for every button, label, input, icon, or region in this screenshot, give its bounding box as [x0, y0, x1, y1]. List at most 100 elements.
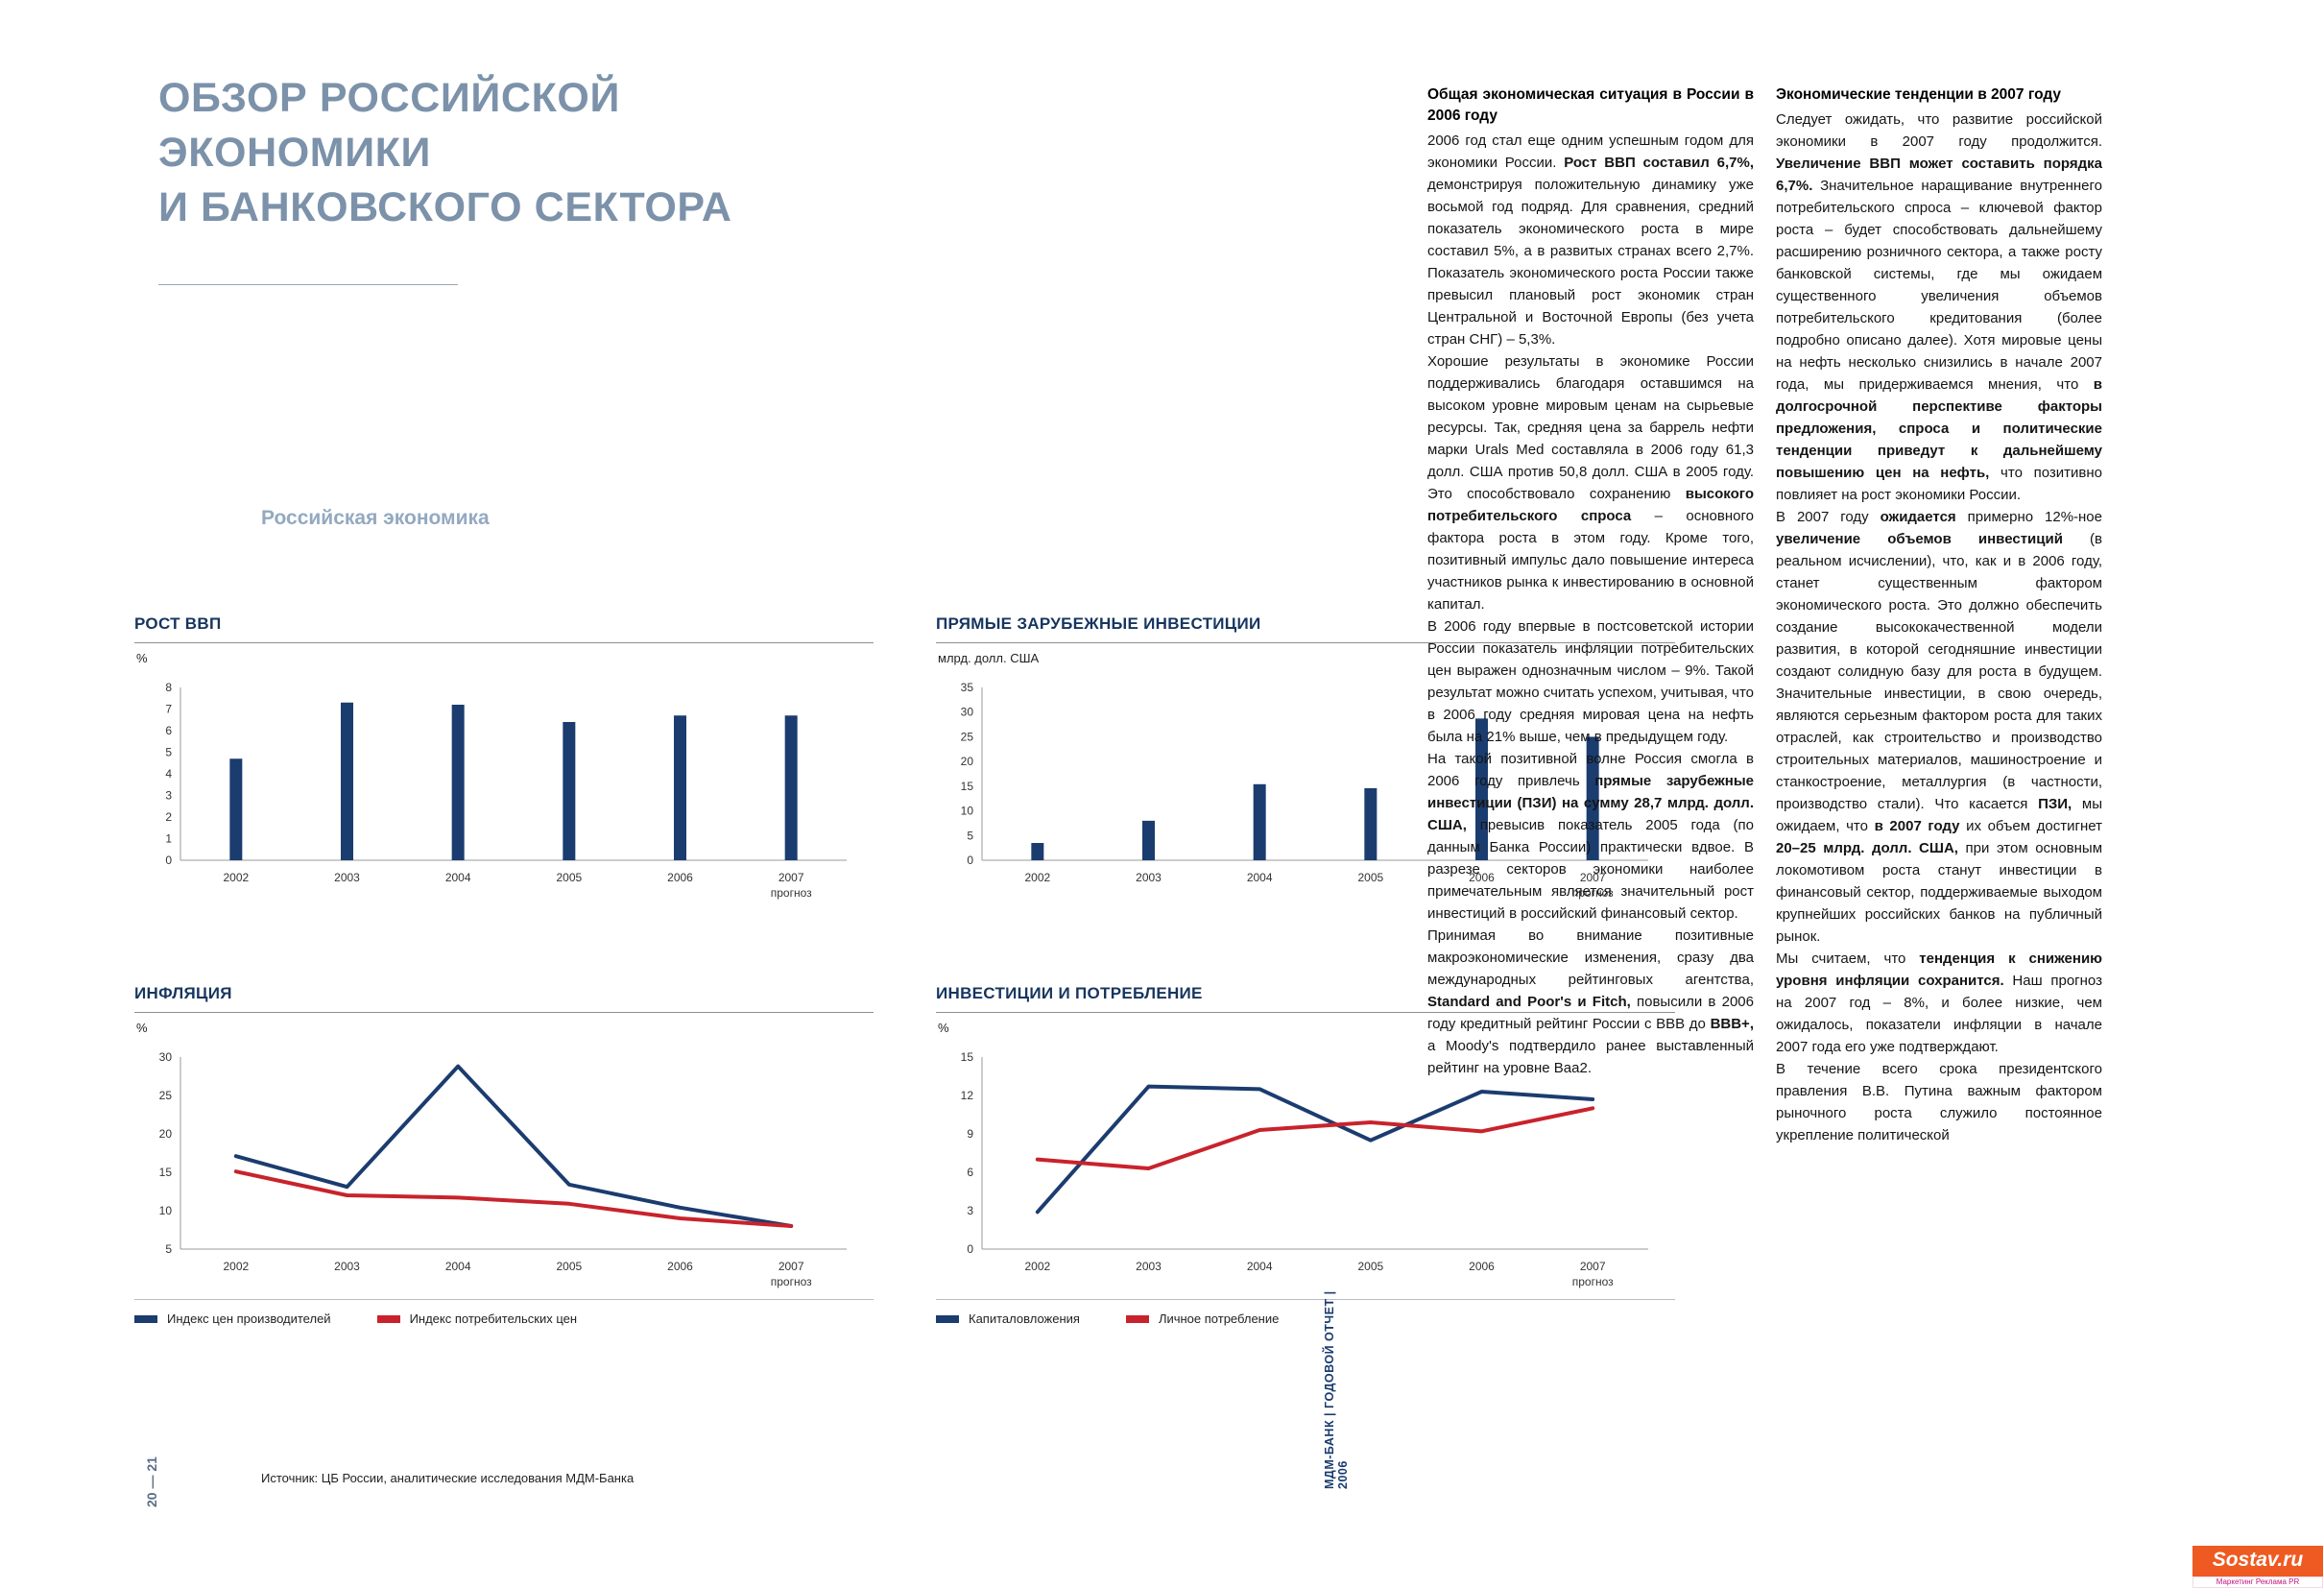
article-paragraph: Мы считаем, что тенденция к снижению уро…	[1776, 950, 2102, 1055]
bar	[563, 722, 576, 860]
article-paragraph: Следует ожидать, что развитие российской…	[1776, 111, 2102, 503]
svg-text:20: 20	[961, 755, 974, 768]
svg-text:4: 4	[165, 767, 172, 781]
article-paragraph: В 2007 году ожидается примерно 12%-ное у…	[1776, 509, 2103, 945]
svg-text:2005: 2005	[556, 871, 582, 884]
legend-swatch	[376, 1314, 400, 1323]
series-line	[1035, 1106, 1595, 1170]
bar	[1364, 787, 1378, 860]
svg-text:%: %	[136, 651, 148, 665]
article-body: Следует ожидать, что развитие российской…	[1776, 108, 2102, 1146]
bar	[341, 702, 353, 860]
chart-gdp-growth: РОСТ ВВП % 0 1 2 3 4 5 6 7 8 2002 2003 2004 2005 2006 2…	[134, 614, 874, 908]
article-economic-situation-2006: Общая экономическая ситуация в России в …	[1427, 84, 1754, 1079]
bar	[1031, 843, 1044, 860]
svg-text:2006: 2006	[667, 871, 693, 884]
chart-title: РОСТ ВВП	[134, 614, 874, 643]
article-body: 2006 год стал еще одним успешным годом д…	[1427, 130, 1754, 1079]
sostav-tagline: Маркетинг Реклама PR	[2192, 1576, 2323, 1588]
svg-text:15: 15	[961, 780, 974, 793]
bar	[1475, 718, 1488, 860]
article-paragraph: Принимая во внимание позитивные макроэко…	[1427, 927, 1754, 1076]
page-title: ОБЗОР РОССИЙСКОЙ ЭКОНОМИКИ И БАНКОВСКОГО…	[158, 71, 732, 235]
bars	[229, 702, 798, 860]
chart-canvas: % 5 10 15 20 25 30 2002 2003 2004 2005 2006 2007 прог…	[136, 1021, 847, 1288]
svg-text:8: 8	[165, 681, 172, 694]
legend-label: Индекс потребительских цен	[409, 1311, 578, 1326]
chart-canvas: % 0 3 6 9 12 15 2002 2003 2004 2005 2006 2007 прогноз	[938, 1021, 1648, 1288]
svg-text:2004: 2004	[445, 1260, 471, 1273]
bar	[1586, 736, 1599, 860]
legend-label: Личное потребление	[1158, 1311, 1280, 1326]
svg-text:2007: 2007	[779, 1260, 804, 1273]
svg-text:2002: 2002	[1024, 1260, 1050, 1273]
svg-text:7: 7	[165, 703, 172, 716]
svg-text:3: 3	[165, 789, 172, 803]
svg-text:0: 0	[967, 1242, 973, 1256]
svg-text:0: 0	[165, 854, 172, 867]
legend-item: Личное потребление	[1125, 1311, 1280, 1326]
chart-inflation: ИНФЛЯЦИЯ % 5 10 15 20 25 30 2002 2003 2004 2005 200…	[134, 984, 874, 1326]
svg-text:2005: 2005	[556, 1260, 582, 1273]
article-paragraph: На такой позитивной волне Россия смогла …	[1427, 751, 1754, 922]
article-economic-trends-2007: Экономические тенденции в 2007 году След…	[1776, 84, 2102, 1146]
chart-title: ПРЯМЫЕ ЗАРУБЕЖНЫЕ ИНВЕСТИЦИИ	[936, 614, 1675, 643]
svg-text:5: 5	[165, 1242, 172, 1256]
svg-text:2003: 2003	[334, 871, 360, 884]
bar	[1253, 783, 1266, 860]
svg-text:2002: 2002	[223, 1260, 249, 1273]
article-heading: Экономические тенденции в 2007 году	[1776, 86, 2061, 103]
chart-title: ИНФЛЯЦИЯ	[134, 984, 874, 1013]
bar	[1142, 820, 1155, 860]
svg-text:2004: 2004	[1247, 871, 1273, 884]
page-numbers: 20 — 21	[144, 1456, 159, 1507]
chart-canvas: % 0 1 2 3 4 5 6 7 8 2002 2003 2004 2005 2006 2007 прогно…	[136, 651, 847, 900]
svg-text:2003: 2003	[1136, 871, 1162, 884]
article-heading: Общая экономическая ситуация в России в …	[1427, 86, 1754, 124]
svg-text:2003: 2003	[1136, 1260, 1162, 1273]
chart-fdi: ПРЯМЫЕ ЗАРУБЕЖНЫЕ ИНВЕСТИЦИИ млрд. долл.…	[936, 614, 1675, 908]
svg-text:30: 30	[961, 706, 974, 719]
series-line	[233, 1169, 794, 1228]
legend-item: Капиталовложения	[936, 1311, 1080, 1326]
svg-text:10: 10	[961, 805, 974, 818]
svg-text:5: 5	[967, 829, 973, 842]
svg-text:2007: 2007	[779, 871, 804, 884]
svg-text:2005: 2005	[1357, 1260, 1383, 1273]
legend-item: Индекс потребительских цен	[376, 1311, 578, 1326]
svg-text:0: 0	[967, 854, 973, 867]
page-title-line: ОБЗОР РОССИЙСКОЙ	[158, 75, 620, 121]
svg-text:35: 35	[961, 681, 974, 694]
page-title-line: ЭКОНОМИКИ	[158, 130, 432, 176]
legend-swatch	[936, 1314, 959, 1323]
svg-text:2005: 2005	[1357, 871, 1383, 884]
chart-canvas: млрд. долл. США 0 5 10 15 20 25 30 35 2002 2003 200…	[938, 651, 1648, 900]
svg-text:25: 25	[961, 730, 974, 743]
svg-text:прогноз: прогноз	[1572, 1275, 1614, 1288]
sostav-logo[interactable]: Sostav.ru	[2192, 1546, 2323, 1576]
bar	[674, 715, 686, 860]
bars	[1031, 718, 1599, 860]
svg-text:20: 20	[159, 1127, 173, 1141]
page-title-line: И БАНКОВСКОГО СЕКТОРА	[158, 184, 732, 230]
svg-text:5: 5	[165, 746, 172, 759]
chart-investment-consumption: ИНВЕСТИЦИИ И ПОТРЕБЛЕНИЕ % 0 3 6 9 12 15 2002 20…	[936, 984, 1675, 1326]
svg-text:млрд. долл. США: млрд. долл. США	[938, 651, 1039, 665]
chart-title: ИНВЕСТИЦИИ И ПОТРЕБЛЕНИЕ	[936, 984, 1675, 1013]
section-title: Российская экономика	[261, 507, 490, 529]
sostav-watermark[interactable]: Sostav.ru Маркетинг Реклама PR	[2192, 1546, 2323, 1588]
svg-text:2007: 2007	[1580, 1260, 1606, 1273]
svg-text:1: 1	[165, 832, 172, 846]
series-line	[1035, 1084, 1595, 1215]
chart-legend: Капиталовложения Личное потребление	[936, 1299, 1675, 1326]
legend-swatch	[134, 1314, 157, 1323]
spine-text: МДМ-БАНК | ГОДОВОЙ ОТЧЕТ | 2006	[1323, 1290, 1350, 1489]
legend-label: Капиталовложения	[969, 1311, 1080, 1326]
svg-text:%: %	[136, 1021, 148, 1035]
svg-text:2004: 2004	[445, 871, 471, 884]
series-line	[233, 1064, 794, 1228]
svg-text:2003: 2003	[334, 1260, 360, 1273]
article-paragraph: В 2006 году впервые в постсоветской исто…	[1427, 618, 1754, 745]
article-paragraph: Хорошие результаты в экономике России по…	[1427, 353, 1754, 613]
svg-text:2004: 2004	[1247, 1260, 1273, 1273]
